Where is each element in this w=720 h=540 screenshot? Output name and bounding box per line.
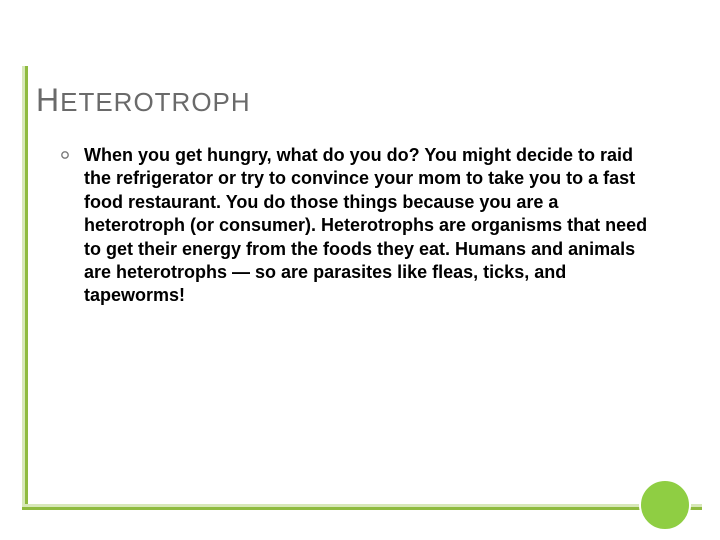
- slide: HETEROTROPH When you get hungry, what do…: [0, 0, 720, 540]
- bottom-border-decoration: [22, 504, 702, 510]
- slide-title: HETEROTROPH: [36, 82, 251, 119]
- bullet-text: When you get hungry, what do you do? You…: [84, 144, 660, 308]
- bullet-item: When you get hungry, what do you do? You…: [60, 144, 660, 308]
- corner-circle-decoration: [638, 478, 692, 532]
- left-border-decoration: [22, 66, 28, 510]
- body-area: When you get hungry, what do you do? You…: [60, 144, 660, 308]
- bullet-icon: [60, 150, 76, 160]
